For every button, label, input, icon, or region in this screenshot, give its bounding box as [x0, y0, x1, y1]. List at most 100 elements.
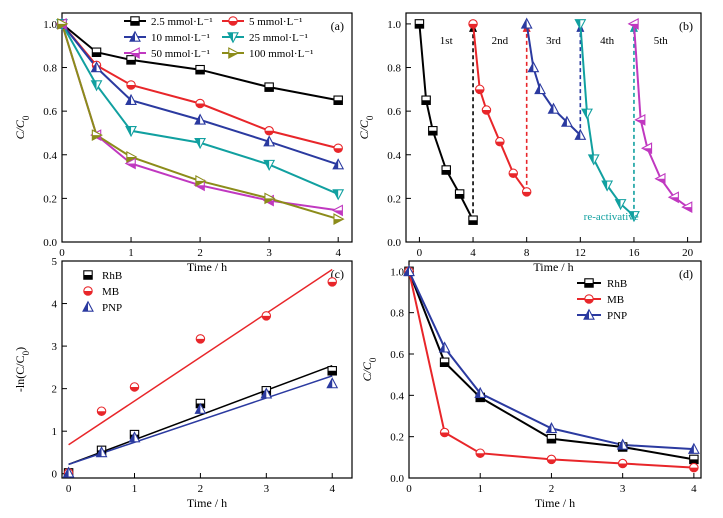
data-point: [195, 64, 205, 75]
marker-fill: [83, 291, 93, 296]
marker-fill: [130, 386, 139, 392]
x-tick-label: 20: [682, 247, 694, 259]
data-point: [681, 201, 693, 214]
legend-label: 25 mmol·L⁻¹: [249, 32, 308, 44]
series-line: [61, 23, 339, 195]
x-tick-label: 0: [66, 483, 72, 495]
marker-outline: [96, 406, 107, 416]
data-point: [91, 47, 102, 58]
marker-outline: [475, 448, 485, 458]
x-tick-label: 12: [575, 247, 586, 259]
legend-label: 10 mmol·L⁻¹: [151, 32, 210, 44]
legend-marker: [83, 286, 93, 296]
y-axis-label-main: C/C: [360, 361, 374, 381]
legend-label: 100 mmol·L⁻¹: [249, 48, 313, 60]
marker-fill: [328, 370, 337, 375]
data-point: [126, 55, 136, 65]
data-point: [601, 180, 614, 192]
legend-label: 2.5 mmol·L⁻¹: [151, 16, 213, 28]
x-tick-label: 1: [132, 483, 138, 495]
data-point: [195, 98, 205, 109]
y-tick-label: 0.8: [390, 308, 404, 320]
data-point: [616, 438, 629, 450]
legend-label: MB: [607, 294, 624, 306]
marker-fill: [126, 59, 136, 65]
marker-outline: [584, 278, 594, 288]
marker-fill: [415, 23, 424, 29]
marker-outline: [228, 47, 240, 59]
marker-fill: [92, 52, 101, 57]
marker-outline: [83, 286, 93, 296]
marker-base: [264, 82, 274, 92]
data-point: [327, 277, 337, 287]
marker-fill: [264, 130, 274, 135]
marker-fill: [328, 281, 337, 287]
marker-fill: [195, 103, 205, 108]
data-point: [534, 82, 547, 95]
marker-outline: [263, 159, 276, 171]
fit-line: [68, 364, 333, 466]
data-point: [560, 115, 573, 127]
series-line: [408, 270, 695, 461]
marker-outline: [333, 213, 345, 226]
legend-marker: [82, 300, 94, 312]
marker-outline: [128, 431, 141, 443]
x-axis-label: Time / h: [535, 496, 575, 510]
data-point: [90, 80, 103, 92]
y-axis-label-main: C/C: [357, 119, 371, 139]
plot-frame: [61, 260, 353, 479]
marker-fill: [547, 459, 556, 464]
data-point: [481, 105, 492, 115]
x-tick-label: 2: [549, 483, 555, 495]
data-point: [546, 433, 557, 444]
marker-outline: [583, 308, 595, 320]
marker-fill: [689, 459, 699, 464]
panel-label: (a): [331, 19, 344, 33]
marker-outline: [527, 61, 540, 73]
marker-fill: [97, 411, 106, 416]
marker-outline: [439, 427, 450, 438]
marker-outline: [129, 30, 141, 42]
y-tick-label: 0.4: [387, 150, 401, 162]
marker-outline: [194, 402, 207, 414]
marker-outline: [421, 95, 431, 105]
data-point: [428, 126, 438, 136]
annotation-re-activative: re-activative: [584, 211, 639, 223]
data-point: [587, 154, 600, 166]
marker-base: [195, 65, 205, 74]
run-label: 1st: [440, 35, 453, 47]
data-point: [195, 334, 206, 344]
x-tick-label: 1: [477, 483, 483, 495]
series-line: [61, 23, 339, 221]
y-axis-label: C/C0: [13, 115, 31, 139]
data-point: [508, 168, 519, 179]
data-point: [581, 108, 593, 120]
y-axis-label-sub: 0: [21, 350, 31, 355]
data-point: [527, 61, 540, 73]
x-tick-label: 3: [264, 483, 270, 495]
marker-outline: [331, 204, 343, 217]
marker-outline: [126, 80, 136, 90]
marker-outline: [326, 377, 339, 389]
x-tick-label: 3: [266, 247, 272, 259]
marker-outline: [403, 264, 415, 277]
marker-outline: [534, 82, 547, 95]
y-axis-label: C/C0: [360, 357, 378, 381]
marker-outline: [95, 446, 108, 458]
data-point: [57, 17, 69, 30]
data-point: [261, 311, 272, 321]
marker-outline: [332, 189, 345, 201]
data-point: [125, 126, 137, 138]
marker-outline: [126, 55, 136, 65]
data-point: [439, 357, 450, 368]
data-point: [90, 61, 103, 73]
data-point: [454, 189, 465, 199]
marker-outline: [474, 386, 487, 399]
x-tick-label: 4: [691, 483, 697, 495]
y-axis-label-sub: 0: [21, 115, 31, 120]
data-point: [194, 138, 207, 150]
x-tick-label: 4: [329, 483, 335, 495]
y-tick-label: 0.4: [43, 150, 57, 162]
